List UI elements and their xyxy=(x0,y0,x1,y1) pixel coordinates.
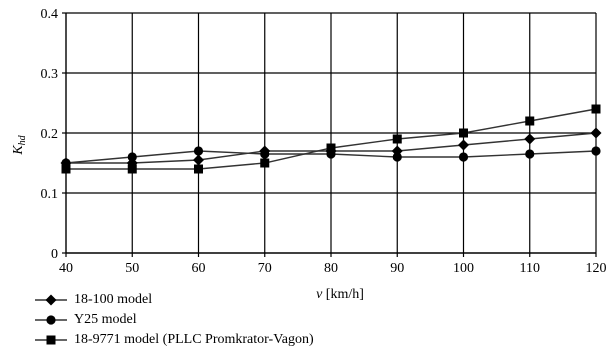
y-tick-label-3: 0.3 xyxy=(41,67,59,82)
y-axis-label-sub: hd xyxy=(17,134,28,145)
y-tick-label-1: 0.1 xyxy=(41,187,59,202)
series-3-point-110 xyxy=(525,116,535,126)
y-tick-label-0: 0 xyxy=(51,247,58,262)
grid xyxy=(66,12,597,253)
legend-swatch-3 xyxy=(35,335,67,345)
legend: 18-100 model Y25 model 18-9771 model (PLLC… xyxy=(34,290,314,350)
series-2-point-70 xyxy=(260,149,270,159)
series-3-point-40 xyxy=(61,164,71,174)
series-2-point-120 xyxy=(591,146,601,156)
series-1-point-110 xyxy=(524,133,536,145)
series-2-point-60 xyxy=(193,146,204,156)
x-tick-label-100: 100 xyxy=(453,261,474,276)
labels: Khd v [km/h] xyxy=(11,134,364,302)
x-axis-label-var: v xyxy=(316,287,323,302)
x-tick-label-90: 90 xyxy=(390,261,404,276)
series-3-point-90 xyxy=(392,134,402,144)
y-tick-label-2: 0.2 xyxy=(41,127,59,142)
x-tick-label-120: 120 xyxy=(586,261,607,276)
x-tick-label-70: 70 xyxy=(258,261,272,276)
y-tick-label-4: 0.4 xyxy=(41,7,59,22)
series-1-point-120 xyxy=(590,127,602,139)
series-layer xyxy=(60,104,602,174)
legend-swatch-marker-3 xyxy=(46,335,56,345)
series-3-point-80 xyxy=(326,143,336,153)
legend-swatch-2 xyxy=(35,315,67,325)
legend-swatch-1 xyxy=(35,294,67,306)
legend-label-1: 18-100 model xyxy=(74,292,153,307)
x-tick-label-110: 110 xyxy=(520,261,540,276)
series-3-point-50 xyxy=(127,164,137,174)
legend-label-2: Y25 model xyxy=(74,312,137,327)
legend-label-3: 18-9771 model (PLLC Promkrator-Vagon) xyxy=(74,332,314,347)
legend-item-3: 18-9771 model (PLLC Promkrator-Vagon) xyxy=(34,330,314,350)
series-3-point-100 xyxy=(459,128,468,138)
series-2-point-110 xyxy=(525,149,535,159)
series-2-point-100 xyxy=(458,152,469,162)
series-3-point-120 xyxy=(591,104,601,114)
x-axis-label: v [km/h] xyxy=(316,287,364,302)
x-tick-label-60: 60 xyxy=(192,261,206,276)
y-axis-label: Khd xyxy=(11,134,28,155)
x-axis-label-unit: [km/h] xyxy=(322,287,364,302)
series-1-point-100 xyxy=(458,139,469,151)
legend-item-2: Y25 model xyxy=(34,310,314,330)
axes: 40 50 60 70 80 90 100 110 120 0 0.1 0.2 0.3 0.4 xyxy=(41,7,607,276)
series-3-point-70 xyxy=(260,158,270,168)
x-tick-label-80: 80 xyxy=(324,261,338,276)
y-axis-label-main: K xyxy=(11,145,26,156)
series-3 xyxy=(61,104,601,174)
series-3-point-60 xyxy=(194,164,203,174)
series-1-point-60 xyxy=(193,154,204,166)
x-tick-label-50: 50 xyxy=(125,261,139,276)
series-2-point-90 xyxy=(392,152,402,162)
legend-swatch-marker-2 xyxy=(46,315,56,325)
series-2-point-50 xyxy=(127,152,137,162)
x-tick-label-40: 40 xyxy=(59,261,73,276)
legend-swatch-marker-1 xyxy=(45,294,57,306)
legend-item-1: 18-100 model xyxy=(34,290,314,310)
